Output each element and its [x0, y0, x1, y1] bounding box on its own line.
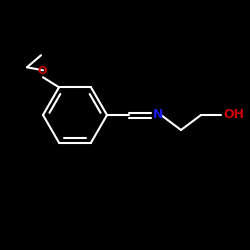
Text: OH: OH	[223, 108, 244, 120]
Text: O: O	[37, 66, 47, 76]
Text: N: N	[153, 108, 164, 120]
